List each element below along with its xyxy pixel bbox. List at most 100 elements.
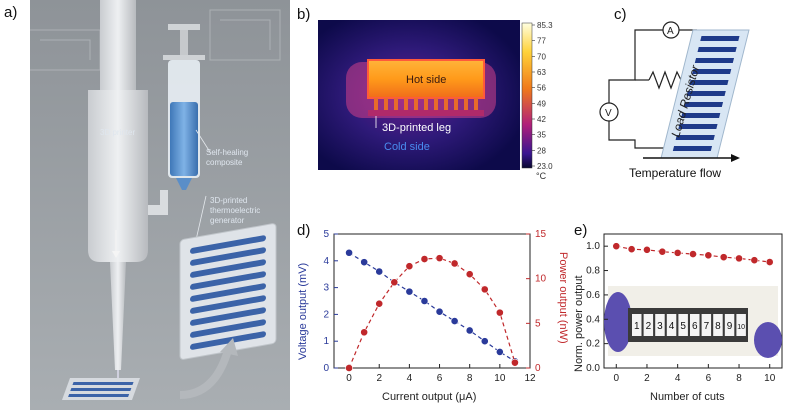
inset-glove-right	[754, 322, 782, 358]
chart-e-xtick-label: 8	[736, 373, 742, 384]
teg-device	[179, 223, 277, 360]
printer-column	[100, 0, 136, 90]
chart-d-series-1-point	[375, 267, 384, 276]
temperature-scale-bar	[521, 22, 533, 169]
chart-e: 1 2 3 4 5 6 7 8 9 10 0 2 4 6 8 100.00.20.40.60.81.0 Nu…	[573, 233, 783, 403]
inset-leg-number: 8	[715, 321, 721, 332]
inset-glove-left	[604, 292, 632, 352]
chart-d-ytick-left-label: 2	[323, 309, 329, 320]
inset-leg-number: 9	[727, 321, 733, 332]
generator-label: 3D-printed thermoelectric generator	[210, 196, 261, 225]
load-resistor-symbol	[648, 70, 682, 90]
syringe-flange	[163, 55, 205, 60]
chart-e-ytick-label: 0.4	[586, 314, 600, 325]
chart-d-xtick-label: 2	[376, 373, 382, 384]
inset-leg-segment	[666, 314, 677, 336]
generator-callout-line	[195, 195, 207, 241]
chart-d-series-1-point	[435, 307, 444, 316]
panel-label-a: a)	[4, 4, 18, 21]
chart-d-xtick-label: 8	[467, 373, 473, 384]
panel-b-thermal: Hot side 3D-printed leg Cold side 85.3 77…	[318, 20, 553, 180]
chart-d-series-2-point	[511, 358, 519, 367]
chart-d-series-2-point	[420, 255, 429, 263]
chart-d-ylabel-left: Voltage output (mV)	[297, 263, 309, 360]
chart-d-xtick-label: 0	[346, 373, 352, 384]
flow-arrow-head	[731, 154, 740, 162]
chart-e-ticks: 0 2 4 6 8 10 0.0 0.2 0.4 0.6 0.8 1.0	[586, 241, 776, 384]
chart-d-ylabel-right: Power output (nW)	[557, 252, 569, 344]
chart-d-ytick-right-label: 5	[535, 318, 541, 329]
chart-d-xtick-label: 10	[494, 373, 506, 384]
composite-callout-line	[195, 129, 211, 153]
chart-d-series-1-point	[495, 348, 504, 356]
teg-schematic	[660, 29, 750, 159]
syringe-plunger-top	[168, 24, 200, 30]
chart-e-series-point	[612, 242, 621, 251]
cut-sample-inset: 1 2 3 4 5 6 7 8 9 10	[604, 286, 782, 358]
inset-leg-number: 5	[680, 321, 686, 332]
scale-tick-label: 28	[537, 146, 546, 155]
chart-e-series-point	[735, 254, 743, 263]
chart-d-ytick-right-label: 0	[535, 363, 541, 374]
scale-tick-label: 70	[537, 52, 546, 61]
scale-tick-label: 49	[537, 99, 546, 108]
chart-e-series-point	[658, 247, 667, 256]
chart-e-xtick-label: 6	[706, 373, 712, 384]
panel-label-c: c)	[614, 6, 627, 23]
panel-label-b: b)	[297, 6, 311, 23]
chart-d-ytick-left-label: 5	[323, 229, 329, 240]
chart-d-series-2-point	[435, 254, 444, 263]
chart-e-series-point	[750, 256, 759, 265]
inset-leg-number: 3	[657, 321, 663, 332]
chart-e-series-point	[704, 251, 713, 260]
chart-d-ytick-right-label: 10	[535, 274, 547, 285]
composite-label: Self-healing composite	[206, 148, 249, 167]
printer-nozzle	[110, 262, 126, 370]
chart-d-ytick-left-label: 0	[323, 363, 329, 374]
inset-leg-segment	[643, 314, 654, 336]
scale-tick-label: 77	[537, 37, 546, 46]
panel-label-d: d)	[297, 222, 311, 239]
sample-leg-1	[72, 382, 134, 385]
inset-leg-number: 4	[669, 321, 675, 332]
chart-d-series-1-point	[465, 326, 474, 335]
chart-e-ytick-label: 1.0	[586, 241, 600, 252]
chart-e-series-point	[673, 248, 682, 257]
chart-d-series-1-point	[420, 297, 429, 305]
chart-d-series	[345, 248, 519, 372]
printed-sample	[61, 378, 140, 400]
printer-body	[88, 90, 148, 262]
panel-c-circuit: A V Load Resistor Temperature flow	[599, 21, 750, 180]
chart-e-xtick-label: 0	[613, 373, 619, 384]
inset-leg-segment	[690, 314, 700, 336]
teg-legs	[190, 235, 266, 350]
chart-d-frame	[333, 233, 531, 369]
voltmeter-label: V	[605, 108, 612, 119]
chart-d-ytick-right-label: 15	[535, 229, 547, 240]
chart-d-series-1-point	[360, 258, 369, 267]
voltmeter-circle	[599, 102, 619, 122]
leg-label: 3D-printed leg	[382, 122, 451, 134]
chart-d-series-2-point	[390, 278, 399, 287]
chart-e-ylabel: Norm. power output	[573, 275, 585, 372]
chart-d-series-2-point	[450, 259, 459, 268]
panel-label-e: e)	[574, 222, 588, 239]
scale-tick-label: 35	[537, 131, 546, 140]
chart-d-xtick-label: 12	[524, 373, 536, 384]
chart-d-series-2-point	[405, 262, 414, 271]
scale-tick-label: 42	[537, 115, 546, 124]
sample-leg-2	[70, 388, 132, 391]
thermal-legs	[374, 98, 478, 110]
inset-leg-number: 1	[634, 321, 640, 332]
inset-leg-number: 2	[646, 321, 652, 332]
scale-tick-label: 23.0	[537, 162, 553, 171]
inset-leg-number: 6	[692, 321, 698, 332]
panel-a-illustration: 3D printer Self-healing composite 3D-pri…	[30, 0, 290, 410]
chart-e-series-point	[689, 250, 697, 258]
chart-d-xtick-label: 4	[407, 373, 413, 384]
chart-d-series-2-point	[345, 364, 353, 372]
inset-leg-segment	[724, 314, 735, 336]
scale-tick-label: 85.3	[537, 21, 553, 30]
